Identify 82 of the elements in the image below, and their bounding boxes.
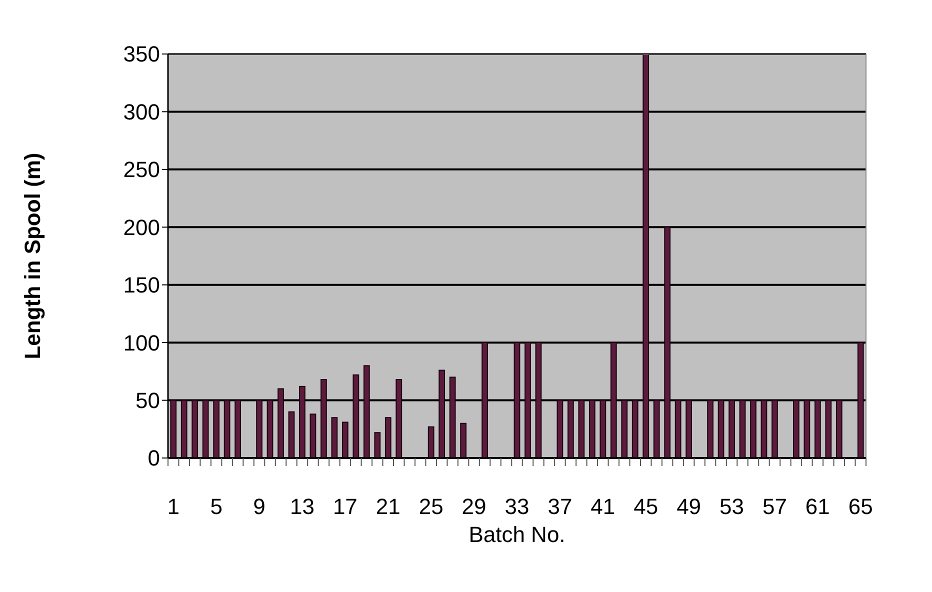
- bar: [707, 400, 714, 458]
- bar: [482, 342, 488, 458]
- x-tick-label: 65: [848, 494, 873, 519]
- bar: [299, 386, 306, 458]
- bar: [686, 400, 692, 458]
- bar: [804, 400, 810, 458]
- bar: [374, 432, 381, 458]
- x-tick-label: 29: [462, 494, 486, 519]
- bar: [600, 400, 606, 458]
- bar: [256, 400, 262, 458]
- bar: [632, 400, 638, 458]
- x-tick-label: 1: [167, 494, 180, 519]
- x-axis-title: Batch No.: [468, 522, 566, 547]
- bar: [772, 400, 778, 458]
- y-tick-label: 50: [136, 388, 160, 413]
- y-tick-label: 100: [123, 330, 160, 356]
- bar: [578, 400, 585, 458]
- x-tick-label: 37: [548, 494, 572, 519]
- bar: [514, 342, 520, 458]
- x-tick-label: 21: [376, 494, 400, 519]
- bar: [278, 388, 284, 458]
- x-tick-label: 17: [332, 494, 358, 519]
- bar: [180, 400, 188, 458]
- bar: [568, 400, 574, 458]
- bar: [653, 400, 660, 458]
- bar: [224, 400, 230, 458]
- bar: [363, 365, 370, 458]
- bar: [428, 426, 434, 458]
- bar: [310, 414, 316, 458]
- bar: [610, 342, 617, 458]
- bar: [266, 400, 274, 458]
- bar: [857, 342, 864, 458]
- bar: [288, 411, 295, 458]
- y-tick-label: 0: [148, 446, 160, 471]
- x-tick-label: 57: [762, 494, 787, 519]
- y-tick-label: 200: [123, 214, 160, 240]
- bar: [234, 400, 241, 458]
- bar: [213, 400, 220, 458]
- y-axis-title: Length in Spool (m): [20, 152, 45, 360]
- x-tick-label: 25: [418, 494, 444, 519]
- bar: [202, 400, 209, 458]
- x-tick-label: 41: [590, 494, 616, 519]
- x-tick-label: 5: [210, 494, 222, 519]
- bar: [588, 400, 596, 458]
- bar: [449, 376, 456, 458]
- bar: [739, 400, 746, 458]
- bar: [728, 400, 735, 458]
- bar: [352, 374, 360, 458]
- bar: [438, 370, 446, 458]
- bar: [836, 400, 842, 458]
- bar: [192, 400, 198, 458]
- bar: [320, 379, 327, 458]
- bar: [535, 342, 542, 458]
- x-tick-label: 45: [634, 494, 658, 519]
- x-tick-label: 33: [504, 494, 530, 519]
- x-tick-label: 9: [253, 494, 266, 519]
- bar: [331, 417, 338, 458]
- bar: [642, 54, 650, 458]
- bar: [664, 226, 671, 458]
- bar: [460, 422, 466, 458]
- y-tick-label: 250: [123, 157, 160, 182]
- bar: [760, 400, 768, 458]
- bar: [524, 342, 531, 458]
- bar: [384, 417, 392, 458]
- bar: [674, 400, 682, 458]
- y-tick-label: 150: [123, 272, 160, 298]
- x-tick-label: 49: [676, 494, 702, 519]
- x-tick-label: 61: [805, 494, 830, 519]
- bar: [556, 400, 564, 458]
- bar: [621, 400, 628, 458]
- y-tick-label: 300: [123, 99, 160, 124]
- x-tick-label: 13: [290, 494, 314, 519]
- bar: [718, 400, 724, 458]
- y-tick-label: 350: [123, 42, 160, 67]
- bar: [825, 400, 832, 458]
- x-tick-label: 53: [720, 494, 744, 519]
- bar: [814, 400, 821, 458]
- bar: [750, 400, 756, 458]
- bar: [342, 422, 348, 458]
- bar: [396, 379, 402, 458]
- bar: [170, 400, 177, 458]
- bar: [793, 400, 800, 458]
